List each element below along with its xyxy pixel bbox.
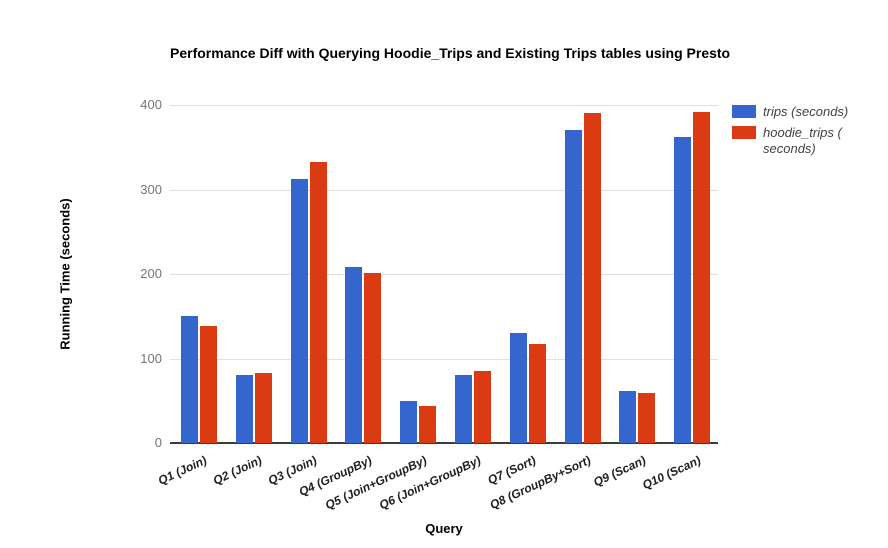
bar-series2-q8 (583, 113, 601, 443)
bar-series1-q10 (674, 137, 692, 443)
y-tick-label-300: 300 (140, 181, 162, 197)
bar-series1-q3 (290, 178, 308, 443)
plot-area: 0 100 200 300 400 Q1 (Join) Q2 (Join) Q3 (Join)… (140, 98, 718, 512)
x-tick-label-q1: Q1 (Join) (156, 453, 210, 488)
bar-series2-q7 (528, 344, 546, 443)
bar-series2-q2 (254, 372, 272, 443)
bar-series2-q3 (309, 162, 327, 443)
x-tick-label-q10: Q10 (Scan) (639, 453, 703, 493)
bar-series1-q6 (455, 374, 472, 443)
bar-series1-q1 (181, 316, 198, 443)
bar-series1-q4 (345, 267, 363, 443)
y-axis-title: Running Time (seconds) (57, 198, 73, 350)
bar-series1-q8 (564, 130, 582, 443)
x-tick-label-q6: Q6 (Join+GroupBy) (377, 453, 484, 513)
y-tick-label-400: 400 (140, 97, 162, 112)
y-tick-label-100: 100 (140, 350, 162, 366)
bar-series2-q1 (200, 326, 217, 443)
legend-label: trips (seconds) (763, 104, 849, 119)
chart-title: Performance Diff with Querying Hoodie_Tr… (170, 45, 731, 61)
bar-series2-q6 (474, 371, 491, 443)
gridline-100 (170, 358, 718, 360)
legend: trips (seconds) hoodie_trips ( seconds) (732, 104, 860, 157)
x-axis-line (170, 442, 718, 444)
legend-swatch-icon (732, 126, 756, 139)
x-tick-label-q9: Q9 (Scan) (591, 453, 648, 490)
y-tick-label-0: 0 (154, 435, 162, 450)
x-tick-label-q2: Q2 (Join) (211, 453, 265, 488)
bar-series1-q5 (400, 400, 418, 443)
y-tick-label-200: 200 (140, 266, 162, 281)
legend-swatch-icon (732, 105, 756, 118)
legend-item-1: trips (seconds) (732, 104, 860, 120)
legend-label: hoodie_trips ( seconds) (763, 125, 842, 156)
x-tick-label-q8: Q8 (GroupBy+Sort) (487, 453, 593, 513)
gridline-400 (170, 105, 718, 106)
gridline-200 (170, 274, 718, 275)
bar-series1-q9 (619, 391, 637, 443)
bar-series2-q5 (419, 405, 437, 443)
legend-item-2: hoodie_trips ( seconds) (732, 125, 860, 157)
bar-series2-q9 (638, 393, 656, 443)
bar-series1-q2 (235, 375, 253, 443)
x-axis-title: Query (425, 521, 463, 536)
bar-series1-q7 (509, 333, 527, 443)
bar-series2-q4 (364, 273, 382, 443)
gridline-300 (170, 189, 718, 191)
bar-series2-q10 (693, 111, 711, 443)
